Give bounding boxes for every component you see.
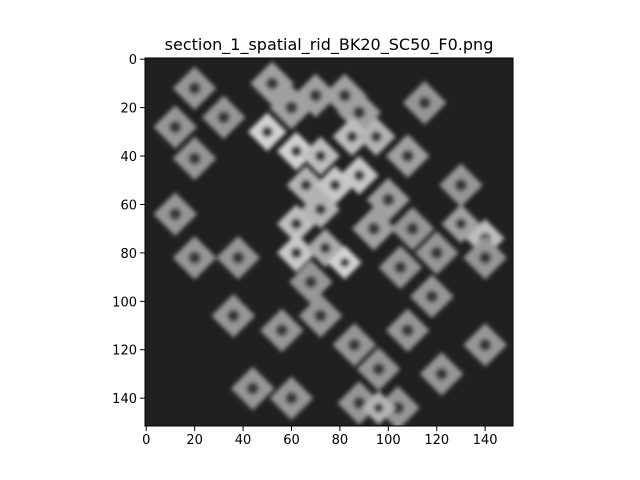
y-tick-label: 60 — [120, 198, 137, 213]
image-blob-center — [275, 324, 288, 337]
image-blob-center — [353, 169, 365, 181]
image-blob-center — [367, 222, 380, 235]
image-blob-center — [261, 126, 273, 138]
image-blob-center — [435, 367, 448, 381]
image-blob-center — [455, 218, 467, 230]
image-blob-center — [285, 101, 298, 114]
image-blob-center — [285, 392, 298, 405]
image-blob-center — [406, 222, 419, 235]
image-blob-center — [382, 193, 395, 206]
x-tick-label: 20 — [186, 433, 203, 448]
plot-title: section_1_spatial_rid_BK20_SC50_F0.png — [165, 35, 494, 55]
image-blob-center — [401, 324, 414, 337]
image-blob-center — [309, 89, 322, 102]
x-tick-label: 0 — [142, 433, 150, 448]
x-tick-label: 120 — [424, 433, 449, 448]
axes-frame — [144, 57, 514, 427]
image-blob-center — [266, 77, 279, 90]
image-blob-center — [290, 247, 302, 259]
image-blob-center — [401, 149, 414, 163]
image-blob-center — [372, 363, 385, 376]
x-tick-label: 140 — [473, 433, 498, 448]
y-tick-label: 0 — [129, 53, 137, 68]
image-blob-center — [188, 251, 201, 264]
image-blob-center — [418, 96, 431, 109]
y-tick-label: 80 — [120, 247, 137, 262]
image-blob-center — [353, 106, 366, 119]
x-tick-label: 100 — [376, 433, 401, 448]
image-blob-center — [188, 82, 201, 95]
image-blob-center — [246, 382, 259, 395]
y-tick-label: 40 — [120, 150, 137, 165]
image-blob-center — [315, 203, 326, 215]
image-blob-center — [319, 242, 331, 254]
image-blob-center — [370, 131, 382, 143]
image-blob-center — [227, 309, 240, 322]
image-blob-center — [300, 179, 312, 191]
image-blob-center — [479, 251, 492, 264]
y-tick-label: 140 — [112, 392, 137, 407]
y-tick-label: 100 — [112, 295, 137, 310]
y-tick-label: 20 — [120, 102, 137, 117]
image-blob-center — [454, 179, 468, 192]
x-axis: 0 20 40 60 80 100 120 140 — [142, 426, 498, 448]
image-blob-center — [290, 218, 302, 230]
image-blob-center — [188, 152, 201, 165]
image-blob-center — [339, 257, 350, 268]
image-blob-center — [373, 403, 384, 413]
image-area — [145, 58, 513, 426]
image-blob-center — [348, 338, 361, 351]
image-blob-center — [338, 89, 351, 102]
image-blob-center — [314, 309, 327, 322]
x-tick-label: 80 — [332, 433, 349, 448]
image-blob-center — [346, 131, 358, 143]
image-blob-center — [353, 396, 366, 410]
image-blob-center — [304, 275, 317, 289]
image-blob-center — [169, 120, 182, 134]
image-blob-center — [391, 401, 405, 414]
image-blob-center — [430, 246, 443, 259]
image-blob-center — [479, 338, 492, 351]
image-blob-center — [329, 179, 341, 191]
x-tick-label: 40 — [235, 433, 252, 448]
image-blob-center — [315, 150, 326, 162]
x-tick-label: 60 — [283, 433, 300, 448]
image-blob-center — [232, 251, 245, 264]
image-blob-center — [290, 145, 302, 157]
image-blob-center — [425, 290, 438, 303]
image-blob-center — [169, 208, 182, 221]
image-blob-center — [217, 111, 230, 124]
y-axis: 0 20 40 60 80 100 120 140 — [112, 53, 145, 407]
y-tick-label: 120 — [112, 344, 137, 359]
image-blob-center — [394, 261, 407, 274]
